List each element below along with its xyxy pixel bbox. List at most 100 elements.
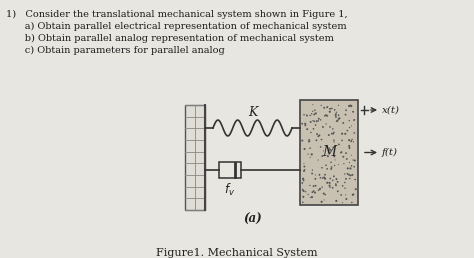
Point xyxy=(311,173,319,177)
Point xyxy=(327,176,334,181)
Point xyxy=(318,166,326,170)
Point xyxy=(343,157,351,161)
Point xyxy=(307,130,315,134)
Point xyxy=(341,180,348,184)
Point xyxy=(335,163,342,167)
Point xyxy=(311,177,319,181)
Point xyxy=(342,132,349,136)
Text: 1)   Consider the translational mechanical system shown in Figure 1,: 1) Consider the translational mechanical… xyxy=(6,10,347,19)
Point xyxy=(301,122,309,126)
Point xyxy=(343,197,350,201)
Point xyxy=(337,151,345,155)
Point xyxy=(310,112,318,117)
Point xyxy=(309,103,317,107)
Point xyxy=(304,192,312,197)
Point xyxy=(306,183,314,188)
Point xyxy=(330,140,338,144)
Point xyxy=(331,108,338,112)
Point xyxy=(351,118,358,122)
Text: $f_v$: $f_v$ xyxy=(225,182,236,198)
Point xyxy=(326,125,334,129)
Point xyxy=(346,125,353,130)
Point xyxy=(315,117,323,121)
Point xyxy=(313,132,321,136)
Point xyxy=(307,120,314,124)
Point xyxy=(323,114,331,118)
Point xyxy=(315,134,322,138)
Point xyxy=(300,195,307,199)
Point xyxy=(341,172,348,176)
Point xyxy=(342,193,349,197)
Point xyxy=(332,111,340,116)
Point xyxy=(346,144,353,148)
Point xyxy=(339,121,347,125)
Point xyxy=(347,173,355,178)
Point xyxy=(335,113,342,117)
Point xyxy=(318,103,325,107)
Point xyxy=(321,114,328,118)
Point xyxy=(308,112,316,116)
Point xyxy=(306,146,314,150)
Point xyxy=(301,168,309,172)
Point xyxy=(319,125,327,129)
Point xyxy=(332,112,340,117)
Point xyxy=(299,200,307,204)
Point xyxy=(300,176,307,181)
Point xyxy=(329,145,337,149)
Point xyxy=(350,118,358,122)
Text: f(t): f(t) xyxy=(382,148,398,157)
Point xyxy=(346,118,353,123)
Point xyxy=(326,184,333,188)
Point xyxy=(313,119,320,123)
Point xyxy=(346,104,353,108)
Point xyxy=(336,116,343,120)
Point xyxy=(348,173,356,177)
Point xyxy=(338,138,346,142)
Point xyxy=(332,182,339,186)
Point xyxy=(325,133,333,137)
Point xyxy=(317,145,324,149)
Point xyxy=(309,190,316,194)
Bar xyxy=(185,105,205,210)
Point xyxy=(326,183,334,187)
Point xyxy=(331,163,338,167)
Point xyxy=(322,113,329,117)
Point xyxy=(301,147,308,151)
Point xyxy=(326,146,333,150)
Text: x(t): x(t) xyxy=(382,106,400,115)
Point xyxy=(347,104,355,108)
Text: a) Obtain parallel electrical representation of mechanical system: a) Obtain parallel electrical representa… xyxy=(6,22,346,31)
Point xyxy=(330,174,337,178)
Point xyxy=(346,160,353,165)
Point xyxy=(300,113,308,117)
Point xyxy=(317,118,325,122)
Point xyxy=(334,180,341,184)
Point xyxy=(337,193,345,197)
Point xyxy=(319,154,326,158)
Point xyxy=(326,185,334,189)
Point xyxy=(309,118,317,123)
Point xyxy=(306,113,314,117)
Point xyxy=(346,146,353,150)
Point xyxy=(345,138,353,142)
Point xyxy=(342,108,350,112)
Point xyxy=(299,139,306,143)
Point xyxy=(301,169,308,173)
Point xyxy=(306,155,314,159)
Point xyxy=(321,192,329,197)
Point xyxy=(337,150,345,154)
Point xyxy=(322,163,330,167)
Point xyxy=(304,152,312,156)
Point xyxy=(333,119,340,123)
Point xyxy=(306,139,313,143)
Point xyxy=(299,122,306,126)
Point xyxy=(328,106,336,110)
Point xyxy=(323,181,331,185)
Point xyxy=(309,168,316,172)
Point xyxy=(301,164,308,168)
Point xyxy=(314,119,322,123)
Point xyxy=(332,113,339,117)
Point xyxy=(312,123,319,127)
Point xyxy=(328,167,335,171)
Point xyxy=(327,107,334,111)
